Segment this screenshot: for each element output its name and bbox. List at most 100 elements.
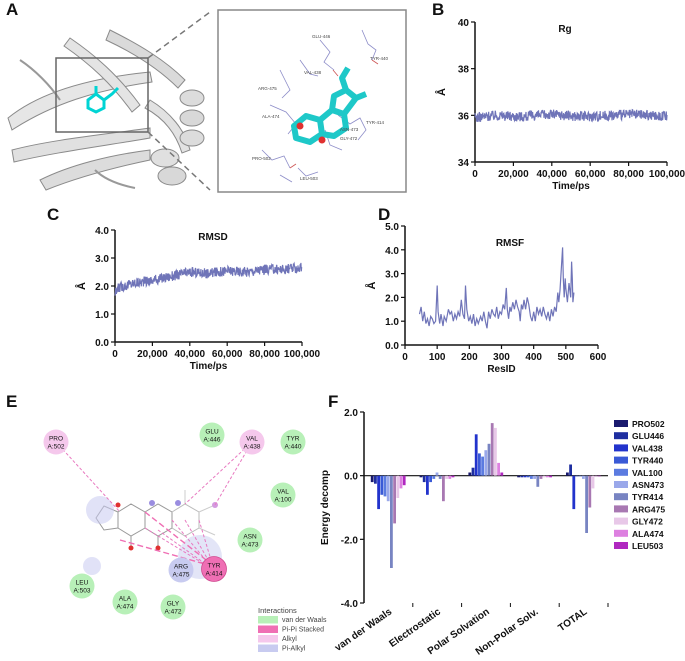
residue-node-name: TYR — [208, 563, 221, 570]
decomp-y-tick-label: 2.0 — [344, 408, 358, 419]
residue-node-name: ARG — [174, 564, 188, 571]
rmsf-x-tick-label: 400 — [525, 352, 542, 363]
zoom-region-box — [55, 57, 149, 133]
interaction-legend-swatch — [258, 616, 278, 624]
decomp-legend-swatch — [614, 444, 628, 452]
zoom-label: TYR-414 — [366, 120, 385, 125]
decomp-legend-label: PRO502 — [632, 419, 665, 429]
protein-structure-image — [7, 11, 211, 191]
decomp-bar — [542, 475, 546, 478]
decomp-legend-label: ASN473 — [632, 480, 664, 490]
zoom-label: LEU-503 — [300, 176, 318, 181]
decomp-bar — [432, 475, 436, 479]
decomp-legend-swatch — [614, 542, 628, 549]
rmsf-y-label: Å — [365, 281, 378, 289]
decomp-legend-label: GLU446 — [632, 431, 664, 441]
decomp-bar — [490, 423, 494, 476]
decomp-bar — [438, 475, 442, 479]
decomp-bar — [575, 475, 579, 477]
decomp-legend-swatch — [614, 481, 628, 488]
decomp-bar — [471, 467, 475, 476]
rmsf-x-label: ResID — [487, 364, 515, 375]
decomp-bar — [494, 427, 497, 476]
interaction-legend-items: van der Waals Pi-Pi Stacked Alkyl Pi-Alkyl — [258, 616, 327, 653]
panel-letter-c: C — [47, 205, 60, 224]
decomp-bar — [526, 475, 530, 478]
decomp-bar — [383, 475, 387, 497]
decomp-legend-swatch — [614, 456, 628, 464]
rmsd-x-tick-label: 100,000 — [284, 349, 321, 360]
zoom-label: ALA-474 — [262, 114, 280, 119]
decomp-y-tick-label: -4.0 — [341, 599, 359, 610]
rmsd-series-line — [114, 261, 303, 296]
residue-node-gly472 — [160, 594, 186, 620]
rmsd-x-tick-label: 40,000 — [175, 349, 206, 360]
residue-node-val100 — [270, 482, 296, 508]
rmsd-y-tick-label: 1.0 — [95, 310, 109, 321]
decomp-category-label: TOTAL — [556, 606, 589, 634]
decomp-bar — [585, 475, 588, 533]
decomp-bar — [533, 475, 536, 479]
residue-node-id: A:472 — [165, 609, 182, 616]
decomp-bar — [419, 475, 423, 478]
residue-node-id: A:100 — [275, 497, 292, 504]
decomp-bar — [435, 472, 439, 476]
rmsd-x-tick-label: 80,000 — [249, 349, 280, 360]
rg-series-line — [474, 108, 668, 123]
zoom-residue-labels: GLU-446 TYR-440 VAL-438 ARG-475 ALA-474 … — [252, 34, 389, 181]
rmsf-x-tick-label: 0 — [402, 352, 408, 363]
interaction-legend-swatch — [258, 625, 278, 633]
residue-node-id: A:438 — [244, 444, 261, 451]
decomp-legend-swatch — [614, 529, 628, 537]
residue-node-asn473 — [237, 527, 263, 553]
residue-node-leu503 — [69, 573, 95, 599]
decomp-legend-swatch — [614, 493, 628, 501]
decomp-bar — [539, 475, 543, 479]
rmsf-x-tick-label: 300 — [493, 352, 510, 363]
decomp-legend-swatch — [614, 420, 628, 427]
decomp-bar — [386, 475, 390, 502]
panel-letter-e: E — [6, 392, 18, 411]
rg-title: Rg — [558, 24, 571, 35]
decomp-bar — [396, 475, 400, 498]
residue-node-glu446 — [199, 422, 225, 448]
residue-node-id: A:502 — [48, 444, 65, 451]
decomp-bar — [500, 472, 504, 476]
decomp-bar — [582, 475, 585, 479]
decomp-y-tick-label: 0.0 — [344, 472, 358, 483]
interaction-legend-label: van der Waals — [282, 617, 327, 624]
rmsf-y-tick-label: 4.0 — [385, 246, 399, 257]
rmsf-y-tick-label: 0.0 — [385, 341, 399, 352]
rg-x-tick-label: 80,000 — [613, 169, 644, 180]
rmsd-y-tick-label: 2.0 — [95, 282, 109, 293]
panel-letter-f: F — [328, 392, 339, 411]
rmsf-x-tick-label: 600 — [590, 352, 607, 363]
decomp-y-label: Energy decomp — [320, 470, 331, 545]
zoom-label: VAL-438 — [304, 70, 322, 75]
residue-node-pro502 — [43, 429, 69, 455]
rmsf-y-tick-label: 5.0 — [385, 222, 399, 233]
decomp-bar — [393, 475, 396, 524]
interaction-legend-swatch — [258, 635, 278, 643]
rmsd-y-tick-label: 4.0 — [95, 226, 109, 237]
interaction-legend: Interactions van der Waals Pi-Pi Stacked A… — [258, 606, 327, 653]
binding-site-zoom — [217, 9, 407, 193]
ligand-zoom — [291, 66, 368, 145]
decomp-bar — [468, 472, 472, 476]
decomp-category-label: van der Waals — [333, 606, 394, 654]
decomp-legend-label: VAL100 — [632, 468, 663, 478]
decomp-bar — [536, 475, 540, 487]
decomp-bar — [569, 464, 572, 476]
panel-letter-a: A — [6, 0, 19, 19]
decomp-legend-label: ALA474 — [632, 529, 664, 539]
decomp-bar — [591, 475, 595, 489]
residue-node-id: A:446 — [204, 437, 221, 444]
decomp-bar — [426, 475, 429, 495]
decomp-bar — [445, 475, 448, 479]
interaction-diagram — [55, 441, 253, 579]
rmsf-y-tick-label: 3.0 — [385, 270, 399, 281]
decomp-bar — [402, 475, 406, 486]
decomp-legend-label: ARG475 — [632, 504, 665, 514]
